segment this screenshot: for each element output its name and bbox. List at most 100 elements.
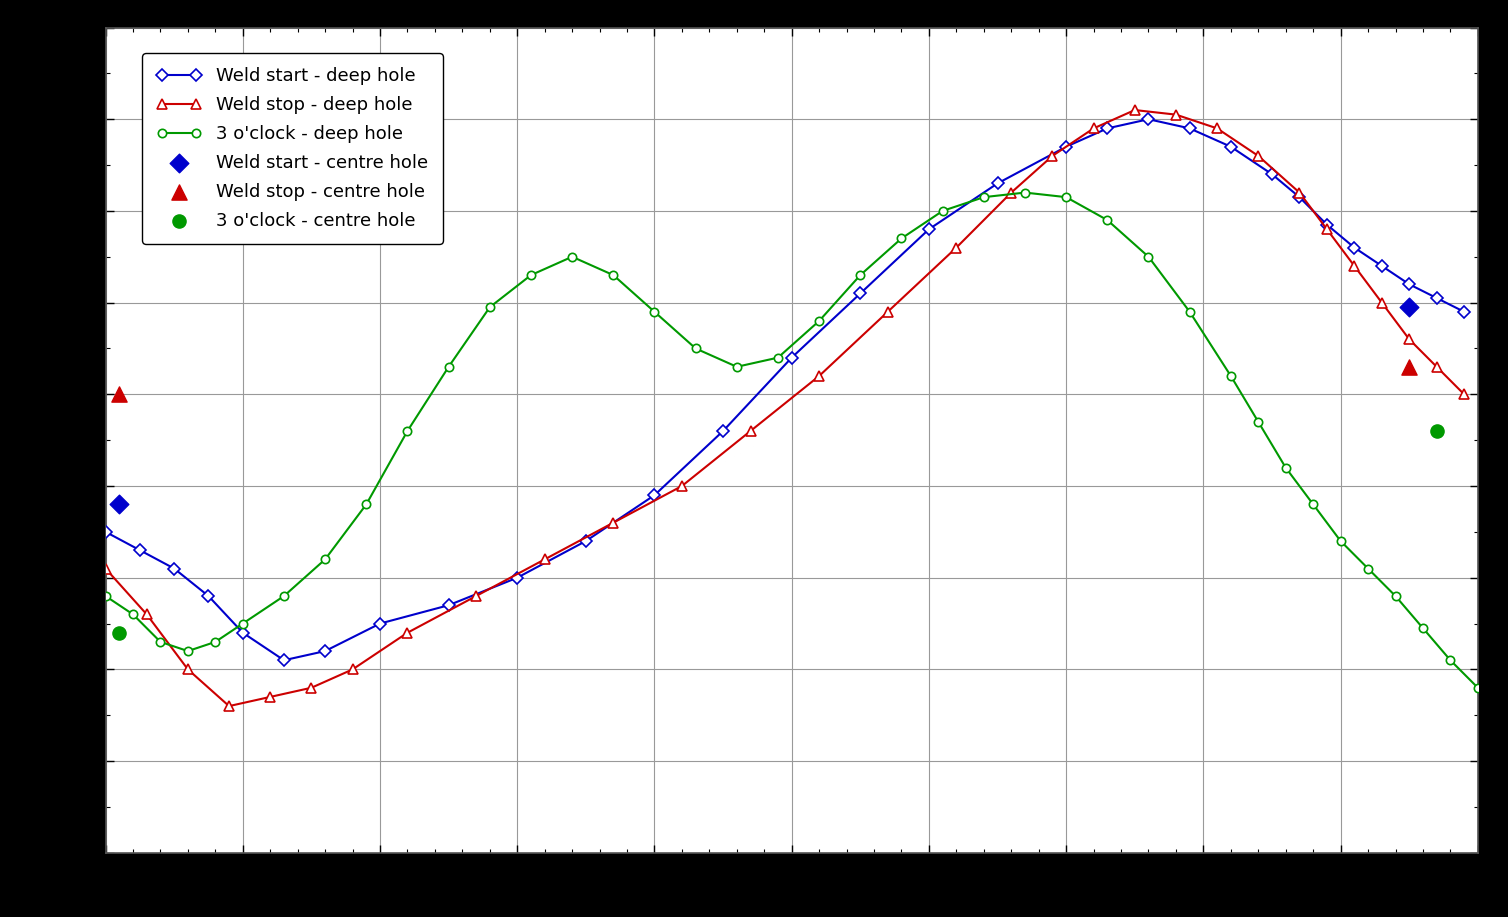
Weld start - deep hole [1455,306,1473,317]
Weld stop - deep hole [1318,224,1336,235]
Weld start - deep hole [1262,169,1280,180]
Weld start - deep hole [1057,141,1075,152]
3 o'clock - deep hole [1332,536,1350,547]
Line: 3 o'clock - deep hole: 3 o'clock - deep hole [101,188,1482,692]
3 o'clock - deep hole [1415,623,1433,634]
Weld stop - deep hole [879,306,897,317]
Weld start - deep hole [1291,192,1309,203]
Weld stop - deep hole [398,627,416,638]
3 o'clock - deep hole [151,636,169,647]
Weld start - deep hole [1221,141,1240,152]
Weld stop - deep hole [1399,334,1418,345]
3 o'clock - deep hole [1442,655,1460,666]
3 o'clock - deep hole [1057,192,1075,203]
3 o'clock - deep hole [357,499,375,510]
3 o'clock - deep hole [124,609,142,620]
Weld start - deep hole [131,545,149,556]
Legend: Weld start - deep hole, Weld stop - deep hole, 3 o'clock - deep hole, Weld start: Weld start - deep hole, Weld stop - deep… [142,53,443,244]
Line: Weld stop - deep hole: Weld stop - deep hole [101,105,1469,711]
3 o'clock - deep hole [810,315,828,326]
Weld stop - deep hole [344,664,362,675]
Weld start - deep hole [1181,123,1199,134]
3 o'clock - deep hole [234,618,252,629]
Weld stop - deep hole [1125,105,1143,116]
Weld stop - deep hole [467,591,486,602]
Line: Weld start - deep hole: Weld start - deep hole [101,115,1469,665]
3 o'clock - deep hole [274,591,293,602]
Weld start - deep hole [199,591,217,602]
3 o'clock - deep hole [317,554,335,565]
3 o'clock - deep hole [1221,370,1240,381]
Weld stop - deep hole [810,370,828,381]
3 o'clock - deep hole [440,361,458,372]
Weld stop - deep hole [605,517,623,528]
Weld stop - deep hole [742,425,760,436]
Weld start - deep hole [508,572,526,583]
3 o'clock - deep hole [605,270,623,281]
Weld start - deep hole [851,288,869,299]
Weld stop - deep hole [1084,123,1102,134]
3 o'clock - centre hole [1425,424,1449,438]
Weld start - deep hole [989,178,1007,189]
Weld start - deep hole [1318,219,1336,230]
Weld start - deep hole [783,352,801,363]
3 o'clock - deep hole [728,361,746,372]
3 o'clock - deep hole [851,270,869,281]
3 o'clock - deep hole [769,352,787,363]
3 o'clock - deep hole [522,270,540,281]
Weld start - deep hole [440,600,458,611]
3 o'clock - deep hole [1469,682,1487,693]
Weld start - deep hole [1345,242,1363,253]
Weld stop - deep hole [179,664,198,675]
Weld start - deep hole [274,655,293,666]
Weld start - deep hole [1399,279,1418,290]
3 o'clock - deep hole [97,591,115,602]
Weld start - deep hole [1428,293,1446,304]
Weld stop - deep hole [673,481,691,492]
Weld start - deep hole [576,536,594,547]
Weld stop - deep hole [535,554,553,565]
3 o'clock - deep hole [562,251,581,262]
Weld start - deep hole [715,425,733,436]
3 o'clock - centre hole [107,625,131,640]
Weld stop - deep hole [302,682,320,693]
3 o'clock - deep hole [1386,591,1404,602]
3 o'clock - deep hole [1016,187,1034,198]
3 o'clock - deep hole [933,205,952,216]
Weld start - deep hole [920,224,938,235]
Weld stop - deep hole [1428,361,1446,372]
Weld start - deep hole [234,627,252,638]
Weld stop - deep hole [1167,109,1185,120]
Weld stop - deep hole [1003,187,1021,198]
Weld stop - centre hole [107,387,131,402]
3 o'clock - deep hole [1359,563,1377,574]
3 o'clock - deep hole [1140,251,1158,262]
3 o'clock - deep hole [1181,306,1199,317]
Weld stop - deep hole [97,563,115,574]
Weld start - deep hole [317,646,335,657]
Weld start - deep hole [1372,260,1390,271]
Weld stop - deep hole [947,242,965,253]
3 o'clock - deep hole [179,646,198,657]
3 o'clock - deep hole [1249,416,1267,427]
Weld stop - deep hole [1208,123,1226,134]
Weld stop - deep hole [1044,150,1062,161]
Weld stop - deep hole [1291,187,1309,198]
Weld start - centre hole [107,497,131,512]
3 o'clock - deep hole [974,192,992,203]
Weld stop - deep hole [261,691,279,702]
3 o'clock - deep hole [1304,499,1323,510]
3 o'clock - deep hole [481,302,499,313]
3 o'clock - deep hole [207,636,225,647]
3 o'clock - deep hole [398,425,416,436]
Weld stop - deep hole [220,701,238,712]
3 o'clock - deep hole [1277,462,1295,473]
Weld stop - deep hole [1372,297,1390,308]
Weld stop - deep hole [1345,260,1363,271]
Weld start - centre hole [1396,300,1421,315]
Weld start - deep hole [1140,114,1158,125]
Weld stop - deep hole [1249,150,1267,161]
Weld stop - deep hole [1455,389,1473,400]
Weld stop - deep hole [137,609,155,620]
3 o'clock - deep hole [645,306,664,317]
